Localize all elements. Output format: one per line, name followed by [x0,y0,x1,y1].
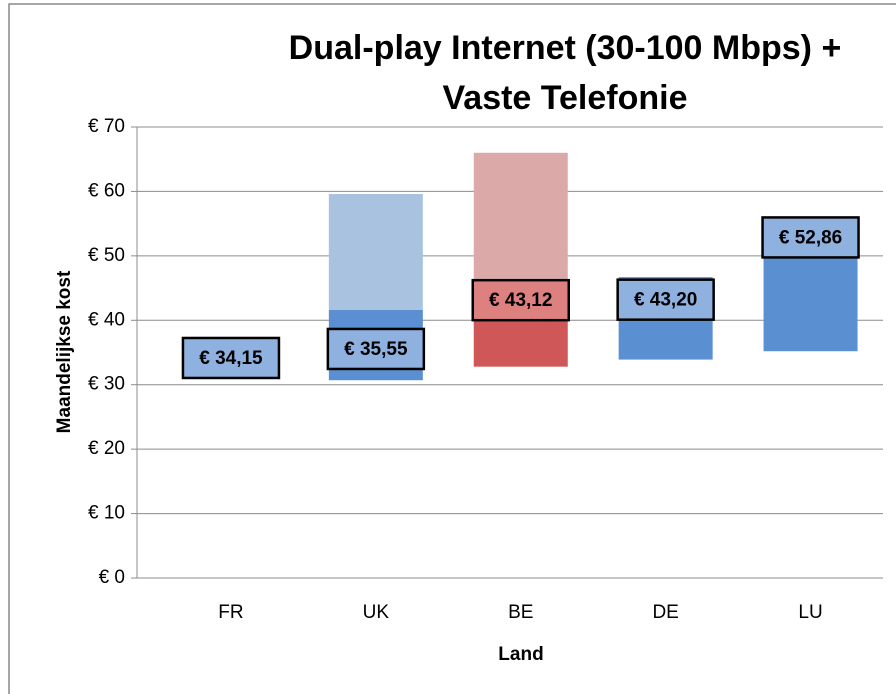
data-label: € 52,86 [779,227,842,248]
data-label: € 34,15 [199,348,263,369]
y-tick-label: € 70 [88,116,125,137]
y-tick-label: € 60 [88,180,125,201]
value-label-box [761,216,860,259]
y-axis-label: Maandelijkse kost [54,270,75,433]
x-tick-label: LU [798,602,822,623]
data-label: € 35,55 [344,339,408,360]
value-label-box [181,336,281,380]
y-tick-label: € 10 [88,503,125,524]
data-label: € 43,20 [634,290,697,311]
x-axis-label: Land [498,644,543,665]
x-tick-label: DE [652,602,678,623]
y-tick-label: € 50 [88,245,125,266]
bar-segment [328,194,423,310]
y-tick-label: € 30 [88,374,125,395]
x-tick-label: BE [508,602,533,623]
y-tick-label: € 40 [88,309,125,330]
y-tick-label: € 20 [88,438,125,459]
value-label-box [326,327,426,371]
chart-title: Dual-play Internet (30-100 Mbps) + [289,29,842,67]
data-label: € 43,12 [489,290,552,311]
bar-segment [473,152,568,301]
chart-frame [8,3,896,694]
value-label-box [616,278,715,321]
y-tick-label: € 0 [99,567,125,588]
x-tick-label: UK [363,602,390,623]
value-label-box [471,278,570,322]
x-tick-label: FR [218,602,243,623]
chart-title: Vaste Telefonie [442,79,687,117]
